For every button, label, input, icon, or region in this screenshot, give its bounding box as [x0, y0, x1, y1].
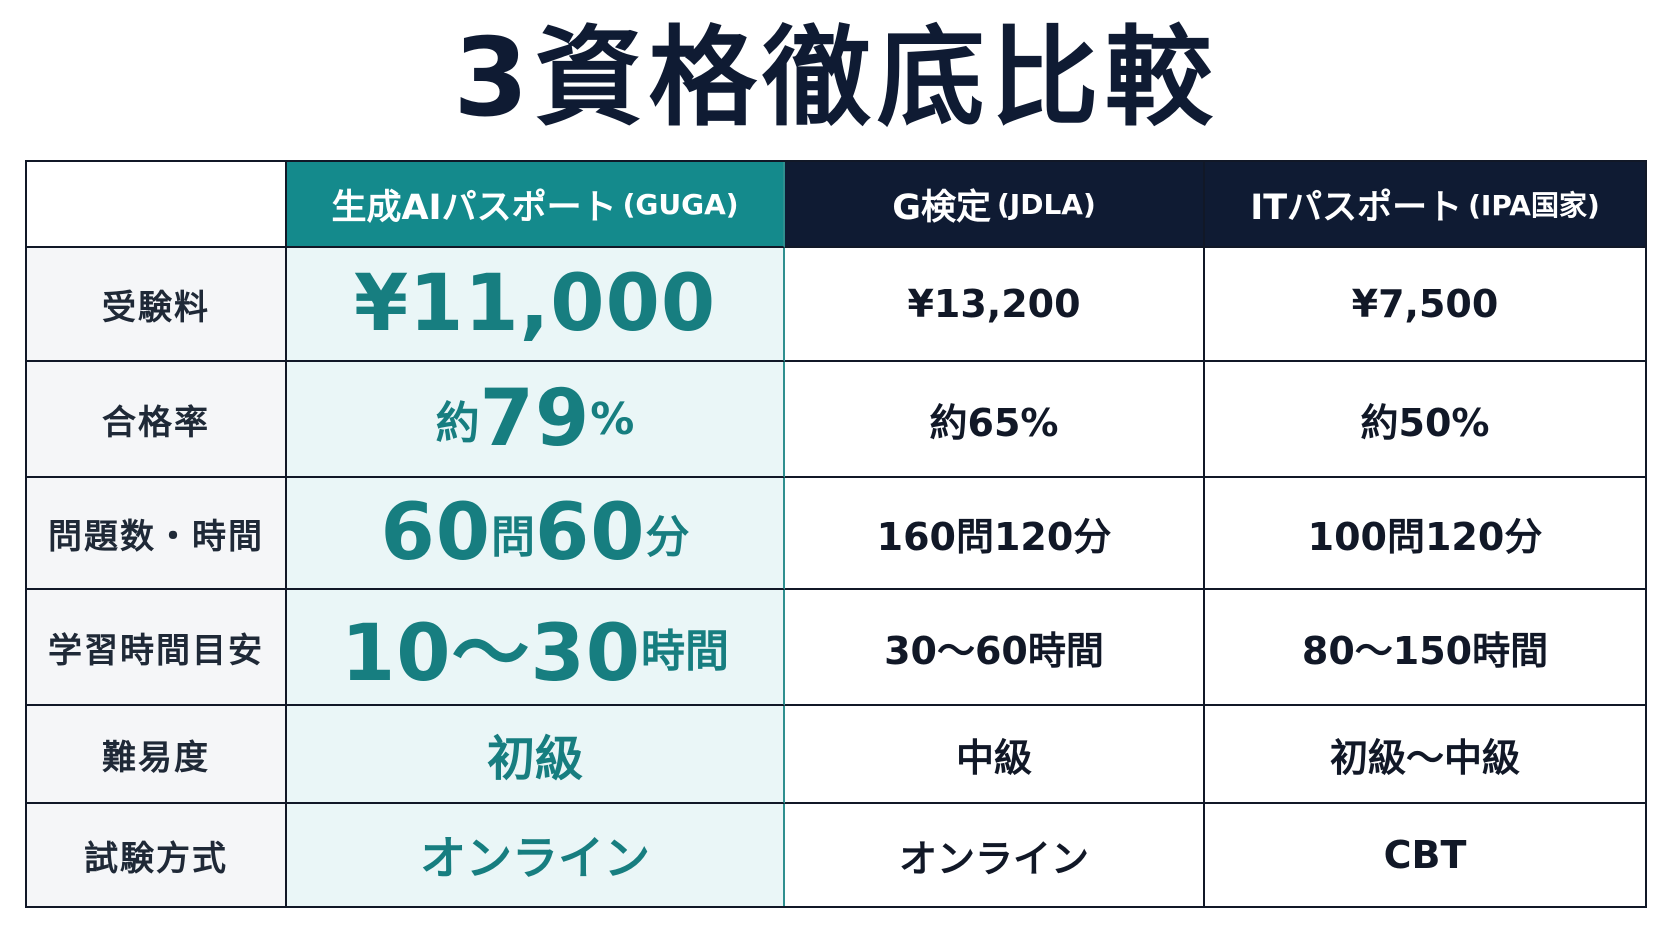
g-kentei-exam-format: オンライン: [785, 804, 1205, 906]
header-it-passport-org: (IPA国家): [1468, 189, 1600, 222]
row-label-exam-format: 試験方式: [27, 804, 287, 906]
guga-pass-rate: 約 79%: [287, 362, 785, 478]
g-kentei-questions-time: 160問120分: [785, 478, 1205, 590]
guga-pass-rate-prefix: 約: [435, 398, 480, 449]
page-title: 3資格徹底比較: [453, 16, 1219, 141]
it-passport-pass-rate: 約50%: [1205, 362, 1645, 478]
guga-question-unit: 問: [491, 512, 535, 563]
row-label-study-hours: 学習時間目安: [27, 590, 287, 706]
header-g-kentei: G検定 (JDLA): [785, 162, 1205, 248]
row-label-difficulty: 難易度: [27, 706, 287, 804]
guga-fee: ¥11,000: [287, 248, 785, 362]
g-kentei-pass-rate: 約65%: [785, 362, 1205, 478]
guga-exam-format: オンライン: [287, 804, 785, 906]
g-kentei-fee: ¥13,200: [785, 248, 1205, 362]
it-passport-exam-format: CBT: [1383, 833, 1467, 877]
guga-difficulty: 初級: [287, 706, 785, 804]
guga-pass-rate-suffix: %: [590, 393, 635, 445]
header-it-passport-title: ITパスポート: [1250, 187, 1463, 228]
guga-study-hours: 10～30 時間: [287, 590, 785, 706]
guga-minutes-unit: 分: [645, 512, 690, 563]
row-label-fee: 受験料: [27, 248, 287, 362]
g-kentei-study-hours: 30～60時間: [785, 590, 1205, 706]
row-label-questions-time: 問題数・時間: [27, 478, 287, 590]
guga-study-hours-range: 10～30: [340, 609, 642, 699]
header-g-kentei-org: (JDLA): [996, 187, 1096, 221]
guga-question-count: 60: [380, 488, 491, 578]
header-it-passport: ITパスポート (IPA国家): [1205, 162, 1645, 248]
header-guga-title: 生成AIパスポート: [331, 187, 617, 228]
header-guga: 生成AIパスポート (GUGA): [287, 162, 785, 248]
table-corner-cell: [27, 162, 287, 248]
guga-study-hours-unit: 時間: [641, 626, 730, 677]
it-passport-fee: ¥7,500: [1205, 248, 1645, 362]
row-label-pass-rate: 合格率: [27, 362, 287, 478]
it-passport-questions-time: 100問120分: [1205, 478, 1645, 590]
guga-pass-rate-value: 79: [479, 374, 591, 464]
g-kentei-difficulty: 中級: [785, 706, 1205, 804]
comparison-table: 生成AIパスポート (GUGA) G検定 (JDLA) ITパスポート (IPA国家)…: [25, 160, 1647, 908]
guga-questions-time: 60 問 60 分: [287, 478, 785, 590]
guga-minutes: 60: [535, 488, 646, 578]
header-g-kentei-title: G検定: [892, 187, 991, 228]
header-guga-org: (GUGA): [622, 187, 739, 221]
it-passport-study-hours: 80～150時間: [1205, 590, 1645, 706]
it-passport-difficulty: 初級～中級: [1205, 706, 1645, 804]
